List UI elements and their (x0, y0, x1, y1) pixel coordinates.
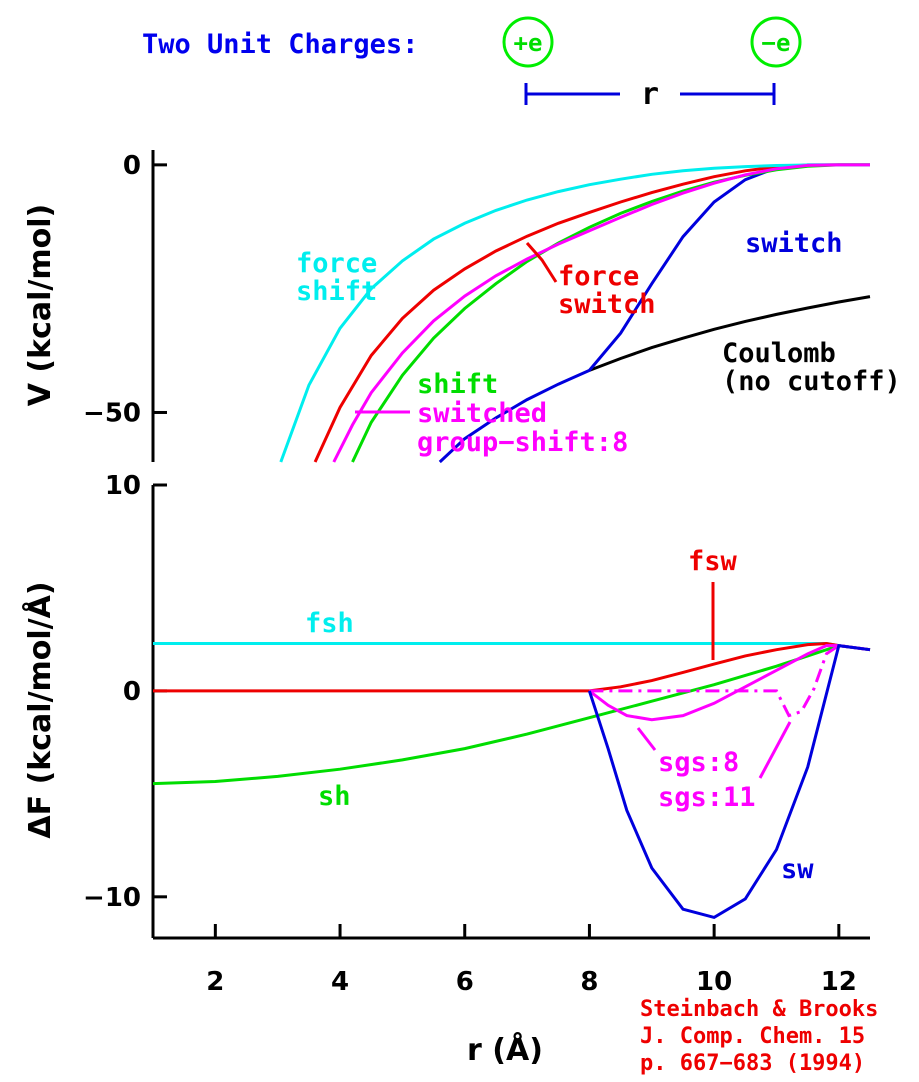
figure-title: Two Unit Charges: (142, 29, 418, 60)
bottom-curve-fsw (153, 641, 871, 693)
top-y-ticks: 0 −50 (83, 151, 167, 428)
label-sh: sh (318, 781, 351, 812)
bottom-curve-sgs-8 (588, 644, 871, 722)
x-tick-label: 8 (580, 967, 598, 997)
label-sgs-1: switched (417, 398, 547, 429)
charge-plus-circle (502, 16, 554, 68)
label-shift: shift (417, 369, 498, 400)
bottom-y-ticks: 10 0 −10 (83, 471, 167, 913)
bottom-curve-fsh (153, 642, 871, 652)
citation-line-1: Steinbach & Brooks (640, 997, 878, 1022)
top-y-axis-label: V (kcal/mol) (23, 204, 58, 406)
bottom-x-ticks: 2 4 6 8 10 12 (206, 924, 857, 997)
top-curve-coulomb-no-cutoff (588, 295, 871, 372)
x-tick-label: 12 (821, 967, 857, 997)
label-switch: switch (745, 228, 843, 259)
top-y-tick-label: 0 (123, 151, 141, 181)
bottom-y-tick-label: 0 (123, 677, 141, 707)
label-coulomb-2: (no cutoff) (722, 366, 901, 397)
citation: Steinbach & Brooks J. Comp. Chem. 15 p. … (640, 997, 878, 1076)
citation-line-2: J. Comp. Chem. 15 (640, 1024, 865, 1049)
bottom-curve-sh (152, 644, 871, 786)
bottom-axes (151, 485, 870, 940)
charge-minus-circle (750, 16, 802, 68)
bottom-y-tick-label: 10 (105, 471, 141, 501)
charge-plus-label: +e (514, 29, 543, 57)
bottom-y-tick-label: −10 (83, 883, 141, 913)
bottom-annotations: fsh fsw sh sgs:8 sgs:11 sw (305, 546, 814, 885)
top-curve-force-shift (279, 163, 870, 463)
label-sgs11: sgs:11 (658, 782, 756, 813)
label-sgs8: sgs:8 (658, 747, 739, 778)
label-force-switch-1: force (558, 261, 639, 292)
separation-bracket (524, 83, 776, 105)
separation-label: r (641, 77, 659, 112)
x-tick-label: 10 (696, 967, 732, 997)
x-tick-label: 2 (206, 967, 224, 997)
leader-sgs11 (758, 721, 792, 779)
top-y-tick-label: −50 (83, 398, 141, 428)
label-fsh: fsh (305, 608, 354, 639)
label-sgs-2: group−shift:8 (417, 427, 628, 458)
bottom-y-axis-label: ΔF (kcal/mol/Å) (21, 581, 58, 838)
bottom-curve-sw (587, 643, 871, 920)
bottom-curves (152, 641, 871, 920)
top-curve-switched-group-shift-8 (332, 163, 870, 463)
label-coulomb-1: Coulomb (722, 338, 836, 369)
label-force-switch-2: switch (558, 289, 656, 320)
leader-sgs8 (636, 727, 657, 751)
label-force-shift-2: shift (296, 276, 377, 307)
x-axis-label: r (Å) (467, 1031, 543, 1068)
top-annotations: force shift force switch switch Coulomb … (296, 228, 901, 458)
x-tick-label: 4 (331, 967, 349, 997)
label-sw: sw (781, 854, 814, 885)
label-force-shift-1: force (296, 248, 377, 279)
leader-force-switch (525, 242, 558, 283)
top-curves (279, 163, 871, 464)
label-fsw: fsw (688, 546, 738, 577)
x-tick-label: 6 (456, 967, 474, 997)
citation-line-3: p. 667−683 (1994) (640, 1051, 865, 1076)
bottom-curve-sgs-11 (589, 644, 871, 718)
charge-minus-label: −e (762, 29, 791, 57)
